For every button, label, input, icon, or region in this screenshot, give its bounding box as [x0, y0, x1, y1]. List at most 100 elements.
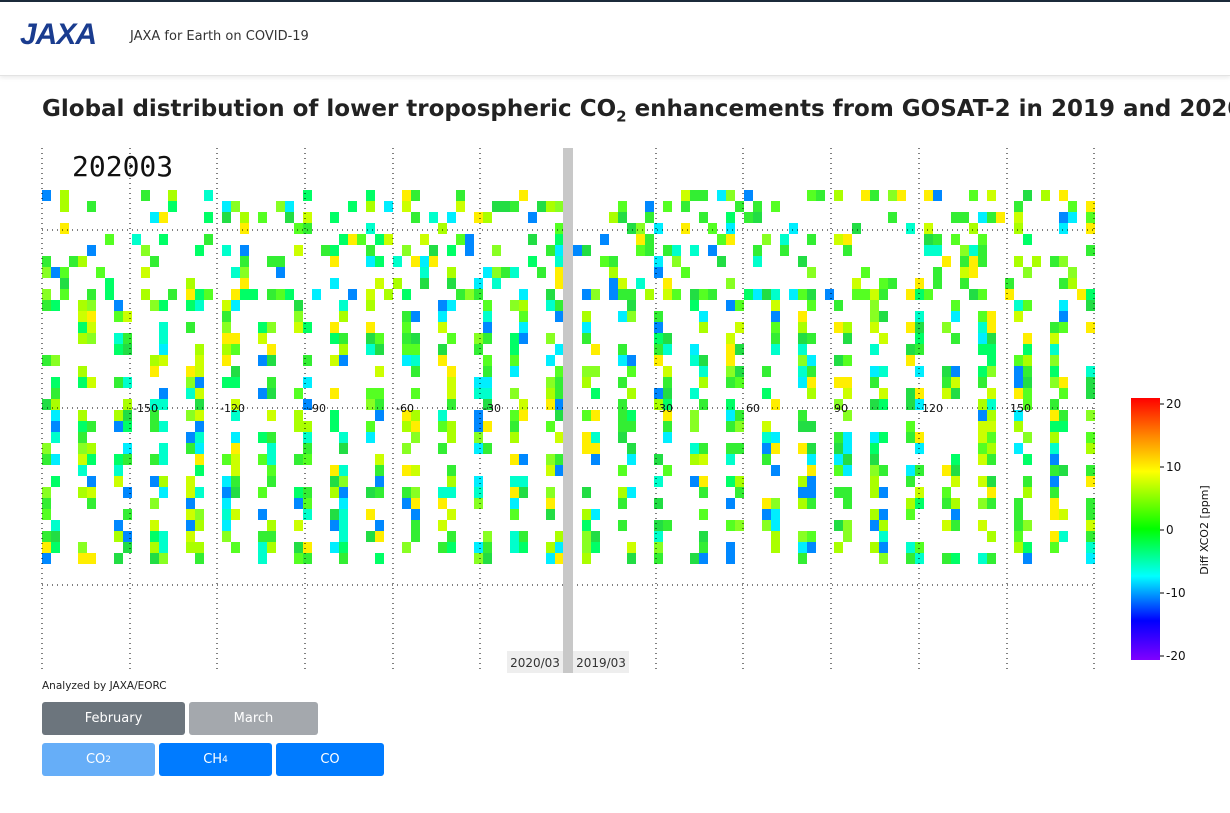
retrieval-cell: [438, 410, 447, 421]
retrieval-cell: [654, 355, 663, 366]
retrieval-cell: [402, 487, 411, 498]
retrieval-cell: [834, 432, 843, 443]
retrieval-cell: [258, 212, 267, 223]
retrieval-cell: [483, 322, 492, 333]
gas-button[interactable]: CO: [276, 743, 384, 776]
retrieval-cell: [654, 553, 663, 564]
retrieval-cell: [267, 377, 276, 388]
retrieval-cell: [942, 366, 951, 377]
retrieval-cell: [204, 190, 213, 201]
retrieval-cell: [402, 542, 411, 553]
retrieval-cell: [222, 300, 231, 311]
retrieval-cell: [312, 289, 321, 300]
retrieval-cell: [1086, 322, 1095, 333]
retrieval-cell: [303, 432, 312, 443]
retrieval-cell: [1023, 190, 1032, 201]
retrieval-cell: [285, 212, 294, 223]
retrieval-cell: [366, 531, 375, 542]
retrieval-cell: [699, 377, 708, 388]
retrieval-cell: [492, 245, 501, 256]
retrieval-cell: [618, 421, 627, 432]
retrieval-cell: [663, 201, 672, 212]
retrieval-cell: [240, 267, 249, 278]
retrieval-cell: [627, 300, 636, 311]
retrieval-cell: [798, 443, 807, 454]
retrieval-cell: [807, 443, 816, 454]
retrieval-cell: [870, 300, 879, 311]
retrieval-cell: [240, 212, 249, 223]
retrieval-cell: [411, 388, 420, 399]
retrieval-cell: [690, 388, 699, 399]
retrieval-cell: [438, 311, 447, 322]
swipe-handle[interactable]: [563, 148, 573, 673]
retrieval-cell: [438, 520, 447, 531]
retrieval-cell: [510, 531, 519, 542]
retrieval-cell: [726, 410, 735, 421]
gas-text: CO: [320, 752, 340, 767]
retrieval-cell: [582, 322, 591, 333]
retrieval-cell: [348, 289, 357, 300]
retrieval-cell: [1059, 410, 1068, 421]
retrieval-cell: [474, 377, 483, 388]
retrieval-cell: [690, 355, 699, 366]
retrieval-cell: [717, 190, 726, 201]
retrieval-cell: [1086, 377, 1095, 388]
retrieval-cell: [114, 344, 123, 355]
retrieval-cell: [843, 432, 852, 443]
retrieval-cell: [339, 553, 348, 564]
month-button[interactable]: March: [189, 702, 318, 735]
retrieval-cell: [1023, 355, 1032, 366]
retrieval-cell: [411, 498, 420, 509]
retrieval-cell: [402, 465, 411, 476]
retrieval-cell: [267, 355, 276, 366]
retrieval-cell: [393, 256, 402, 267]
retrieval-cell: [807, 267, 816, 278]
retrieval-cell: [978, 256, 987, 267]
retrieval-cell: [843, 498, 852, 509]
retrieval-cell: [618, 355, 627, 366]
retrieval-cell: [735, 344, 744, 355]
retrieval-cell: [411, 487, 420, 498]
retrieval-cell: [717, 234, 726, 245]
retrieval-cell: [465, 234, 474, 245]
retrieval-cell: [726, 355, 735, 366]
retrieval-cell: [51, 267, 60, 278]
retrieval-cell: [906, 542, 915, 553]
retrieval-cell: [654, 322, 663, 333]
retrieval-cell: [231, 410, 240, 421]
retrieval-cell: [78, 322, 87, 333]
retrieval-cell: [150, 553, 159, 564]
logo[interactable]: JAXA: [20, 18, 97, 51]
retrieval-cell: [249, 289, 258, 300]
retrieval-cell: [987, 432, 996, 443]
retrieval-cell: [1086, 531, 1095, 542]
retrieval-cell: [231, 333, 240, 344]
retrieval-cell: [978, 520, 987, 531]
site-title[interactable]: JAXA for Earth on COVID-19: [130, 29, 309, 44]
retrieval-cell: [168, 289, 177, 300]
retrieval-cell: [195, 553, 204, 564]
retrieval-cell: [645, 245, 654, 256]
retrieval-cell: [807, 487, 816, 498]
retrieval-cell: [978, 333, 987, 344]
gas-button[interactable]: CH 4: [159, 743, 272, 776]
retrieval-cell: [618, 465, 627, 476]
retrieval-cell: [987, 410, 996, 421]
retrieval-cell: [924, 234, 933, 245]
retrieval-cell: [582, 531, 591, 542]
month-button[interactable]: February: [42, 702, 185, 735]
retrieval-cell: [906, 432, 915, 443]
retrieval-cell: [186, 300, 195, 311]
retrieval-cell: [951, 520, 960, 531]
retrieval-cell: [186, 432, 195, 443]
retrieval-cell: [654, 399, 663, 410]
retrieval-cell: [303, 223, 312, 234]
retrieval-cell: [690, 289, 699, 300]
retrieval-cell: [519, 289, 528, 300]
gas-button[interactable]: CO 2: [42, 743, 155, 776]
retrieval-cell: [447, 300, 456, 311]
retrieval-cell: [645, 234, 654, 245]
retrieval-cell: [258, 432, 267, 443]
retrieval-cell: [78, 465, 87, 476]
retrieval-cell: [951, 300, 960, 311]
